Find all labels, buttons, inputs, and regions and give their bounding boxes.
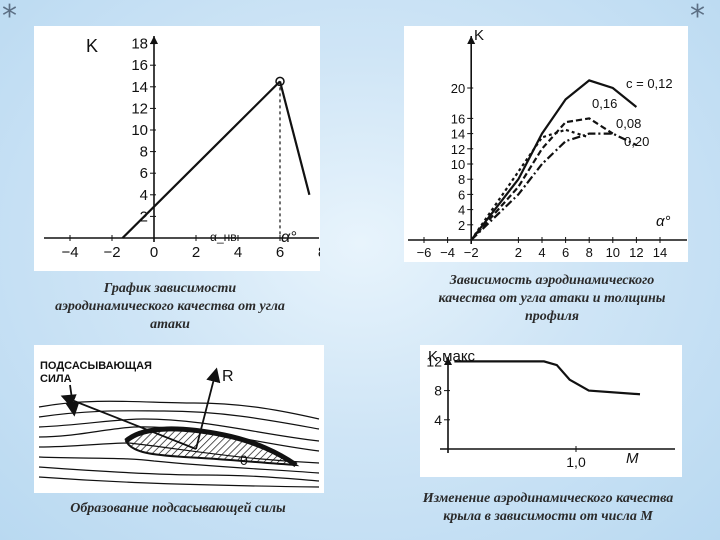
caption-bottom-left: Образование подсасывающей силы bbox=[18, 500, 338, 518]
y-tick-label: 8 bbox=[140, 144, 148, 161]
slide-star-marker-2: * bbox=[690, 0, 705, 34]
resultant-force-arrow bbox=[195, 367, 221, 450]
x-tick-label: 8 bbox=[318, 244, 320, 261]
caption-top-left-line-2: аэродинамического качества от угла bbox=[55, 299, 285, 314]
streamlines bbox=[38, 400, 320, 488]
resultant-label: R bbox=[222, 368, 234, 385]
suction-force-label-line-2: СИЛА bbox=[40, 373, 72, 385]
series-line-2 bbox=[470, 128, 590, 241]
chart-k-thickness-panel: 2 4 6 8 10 12 14 16 20 −6 −4 −2 2 4 6 8 10 12 14 K α° c =… bbox=[404, 26, 688, 262]
y-axis-arrow bbox=[467, 36, 476, 44]
x-tick-label: −2 bbox=[103, 244, 120, 261]
x-tick-label: 14 bbox=[653, 245, 667, 260]
y-tick-label: 8 bbox=[434, 383, 442, 399]
suction-force-diagram-panel: ПОДСАСЫВАЮЩАЯ СИЛА R 0 bbox=[34, 345, 324, 493]
x-tick-label: 4 bbox=[538, 245, 545, 260]
y-tick-label: 14 bbox=[131, 79, 148, 96]
series-label-c012: c = 0,12 bbox=[626, 76, 673, 91]
chart1-annotation-alpha-nv: α_нв bbox=[210, 230, 237, 244]
x-tick-label: 0 bbox=[150, 244, 158, 261]
y-tick-label: 12 bbox=[131, 100, 148, 117]
chart-kmax-vs-mach: 4 8 12 1,0 K макс M bbox=[426, 348, 675, 470]
series-label-016: 0,16 bbox=[592, 96, 617, 111]
suction-force-label-line-1: ПОДСАСЫВАЮЩАЯ bbox=[40, 360, 152, 372]
x-tick-label: −4 bbox=[61, 244, 78, 261]
series-label-008: 0,08 bbox=[616, 116, 641, 131]
caption-top-right: Зависимость аэродинамического качества о… bbox=[402, 272, 702, 326]
y-tick-label: 4 bbox=[434, 412, 442, 428]
zero-label: 0 bbox=[240, 452, 248, 468]
chart3-ylabel: K макс bbox=[428, 348, 476, 365]
x-tick-label: 12 bbox=[629, 245, 643, 260]
suction-force-arrow bbox=[60, 394, 197, 450]
caption-top-left-line-3: атаки bbox=[150, 317, 190, 332]
x-tick-label: 2 bbox=[515, 245, 522, 260]
x-tick-label: −4 bbox=[440, 245, 455, 260]
x-tick-label: −6 bbox=[417, 245, 432, 260]
chart1-ylabel: K bbox=[86, 36, 98, 56]
y-tick-label: 20 bbox=[451, 81, 465, 96]
y-tick-label: 12 bbox=[426, 353, 442, 369]
series-line-0 bbox=[121, 80, 281, 239]
series-line-1 bbox=[470, 117, 614, 241]
x-tick-label: 10 bbox=[606, 245, 620, 260]
y-tick-label: 4 bbox=[140, 187, 148, 204]
caption-bottom-right-line-2: крыла в зависимости от числа М bbox=[443, 509, 653, 524]
y-tick-label: 6 bbox=[458, 187, 465, 202]
chart-kmax-vs-m-panel: 4 8 12 1,0 K макс M bbox=[420, 345, 682, 477]
y-tick-label: 14 bbox=[451, 127, 465, 142]
suction-label-arrow bbox=[65, 384, 80, 417]
y-tick-label: 12 bbox=[451, 142, 465, 157]
y-tick-label: 6 bbox=[140, 165, 148, 182]
slide-star-marker: * bbox=[2, 0, 17, 34]
x-tick-label: 2 bbox=[192, 244, 200, 261]
x-tick-label: 4 bbox=[234, 244, 242, 261]
y-tick-label: 8 bbox=[458, 172, 465, 187]
series-line-3 bbox=[470, 132, 637, 241]
chart3-xlabel: M bbox=[626, 450, 639, 467]
y-axis-arrow bbox=[150, 36, 158, 44]
descending-branch bbox=[278, 81, 311, 196]
chart2-ylabel: K bbox=[474, 27, 484, 44]
x-tick-label: 6 bbox=[562, 245, 569, 260]
caption-bottom-left-line-1: Образование подсасывающей силы bbox=[70, 501, 286, 516]
y-tick-label: 16 bbox=[451, 111, 465, 126]
caption-top-right-line-1: Зависимость аэродинамического bbox=[449, 273, 655, 288]
y-tick-label: 4 bbox=[458, 203, 465, 218]
caption-bottom-right: Изменение аэродинамического качества кры… bbox=[378, 490, 718, 526]
x-tick-label: −2 bbox=[464, 245, 479, 260]
caption-top-left: График зависимости аэродинамического кач… bbox=[10, 280, 330, 334]
series-label-020: 0,20 bbox=[624, 134, 649, 149]
y-tick-label: 10 bbox=[451, 157, 465, 172]
peak-marker bbox=[275, 76, 285, 87]
caption-top-right-line-2: качества от угла атаки и толщины bbox=[438, 291, 666, 306]
suction-force-diagram: ПОДСАСЫВАЮЩАЯ СИЛА R 0 bbox=[38, 360, 320, 488]
x-tick-label: 8 bbox=[586, 245, 593, 260]
caption-top-right-line-3: профиля bbox=[525, 309, 579, 324]
y-tick-label: 16 bbox=[131, 57, 148, 74]
y-tick-label: 2 bbox=[458, 218, 465, 233]
x-tick-label: 6 bbox=[276, 244, 284, 261]
x-tick-label: 1,0 bbox=[566, 454, 586, 470]
chart1-xlabel: α° bbox=[281, 229, 297, 246]
y-tick-label: 10 bbox=[131, 122, 148, 139]
series-line-0 bbox=[470, 79, 638, 241]
force-vectors bbox=[60, 367, 221, 450]
chart2-xlabel: α° bbox=[656, 213, 671, 230]
caption-bottom-right-line-1: Изменение аэродинамического качества bbox=[422, 491, 674, 506]
series-line-0 bbox=[454, 360, 641, 396]
y-tick-label: 18 bbox=[131, 36, 148, 53]
caption-top-left-line-1: График зависимости bbox=[103, 281, 237, 296]
